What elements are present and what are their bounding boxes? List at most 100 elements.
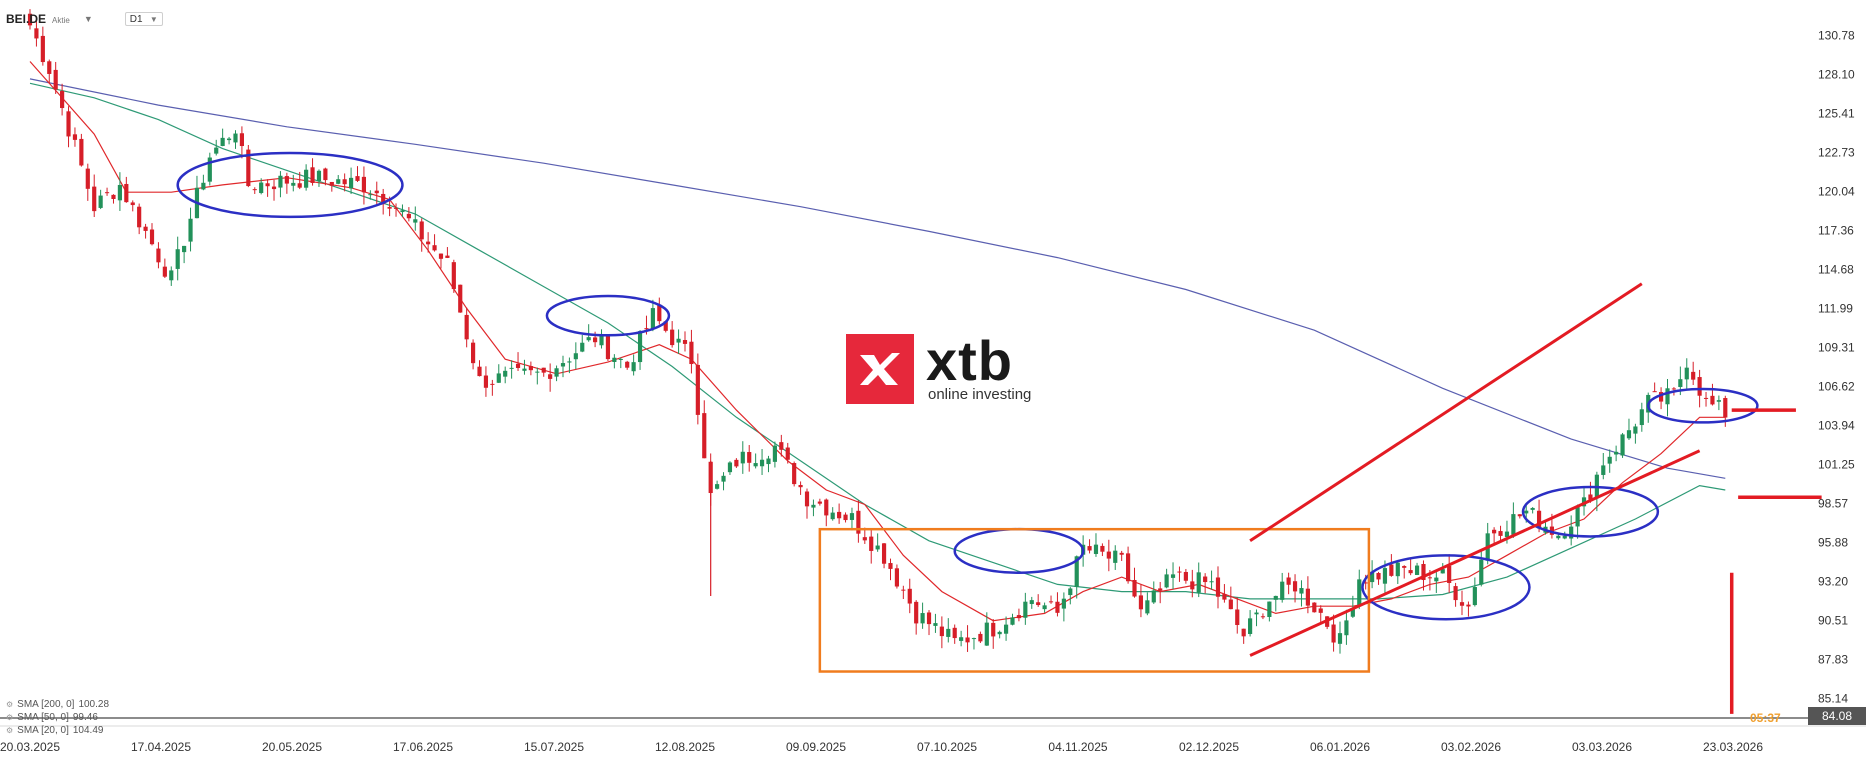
x-tick-label: 17.04.2025 xyxy=(131,740,191,754)
candle-body xyxy=(226,138,232,141)
candle-body xyxy=(1177,571,1182,573)
candle-body xyxy=(458,284,463,313)
candle-body xyxy=(1055,601,1060,613)
candle-body xyxy=(220,137,225,147)
candle-body xyxy=(1459,602,1465,606)
xtb-logo-mark xyxy=(846,334,914,404)
candle-body xyxy=(1093,544,1099,554)
candle-body xyxy=(580,342,585,352)
candle-body xyxy=(1318,608,1323,613)
indicator-label: SMA [50, 0] xyxy=(17,712,69,723)
candle-body xyxy=(586,337,591,341)
candle-body xyxy=(361,176,367,193)
candle-body xyxy=(843,514,848,521)
x-logo-icon xyxy=(860,353,900,385)
candle-body xyxy=(1113,550,1118,563)
candle-body xyxy=(1614,451,1619,455)
candle-body xyxy=(143,226,148,231)
symbol-label[interactable]: BEI.DE xyxy=(6,12,47,26)
y-tick-label: 103.94 xyxy=(1818,418,1855,432)
candle-body xyxy=(175,249,180,269)
candle-body xyxy=(952,627,957,639)
candle-body xyxy=(1158,588,1163,591)
candle-body xyxy=(316,170,322,182)
candle-body xyxy=(111,194,116,199)
candle-body xyxy=(676,338,681,343)
candle-body xyxy=(259,182,264,194)
indicator-settings-icon[interactable]: ⚙ xyxy=(6,713,14,722)
candle-body xyxy=(98,195,103,208)
candle-body xyxy=(1337,633,1343,644)
indicator-settings-icon[interactable]: ⚙ xyxy=(6,700,14,709)
candle-body xyxy=(798,484,803,488)
indicator-settings-icon[interactable]: ⚙ xyxy=(6,726,14,735)
candle-body xyxy=(297,183,302,188)
last-price-tag-bg xyxy=(1808,707,1866,725)
y-tick-label: 117.36 xyxy=(1818,224,1854,238)
annotations xyxy=(176,151,1822,714)
candle-body xyxy=(984,622,989,646)
x-tick-label: 09.09.2025 xyxy=(786,740,846,754)
candle-body xyxy=(182,245,187,253)
candle-body xyxy=(869,536,874,551)
candle-body xyxy=(965,637,970,643)
candle-body xyxy=(618,358,623,360)
annotation-circle xyxy=(1646,387,1759,424)
candle-body xyxy=(1215,577,1221,597)
candle-body xyxy=(721,475,726,482)
legend-item[interactable]: ⚙ SMA [200, 0] 100.28 xyxy=(6,698,109,711)
candle-body xyxy=(483,375,489,388)
candle-body xyxy=(1395,562,1400,577)
candle-body xyxy=(1703,397,1709,399)
candle-body xyxy=(1408,570,1413,574)
x-tick-label: 17.06.2025 xyxy=(393,740,453,754)
candle-body xyxy=(978,633,983,642)
price-axis[interactable]: 130.78 128.10 125.41 122.73 120.04 117.36 114.… xyxy=(1818,29,1855,706)
legend-item[interactable]: ⚙ SMA [50, 0] 99.46 xyxy=(6,711,109,724)
logo-name: xtb xyxy=(926,329,1013,392)
x-tick-label: 12.08.2025 xyxy=(655,740,715,754)
candle-body xyxy=(336,179,341,184)
date-axis[interactable]: 20.03.2025 17.04.2025 20.05.2025 17.06.2025… xyxy=(0,740,1763,754)
legend-item[interactable]: ⚙ SMA [20, 0] 104.49 xyxy=(6,724,109,737)
candle-body xyxy=(1633,426,1638,434)
candle-body xyxy=(1678,379,1683,387)
candle-body xyxy=(503,370,508,377)
candle-body xyxy=(567,361,572,363)
candle-body xyxy=(1183,571,1188,581)
candle-body xyxy=(368,194,373,196)
candle-body xyxy=(291,182,296,186)
candle-body xyxy=(792,463,797,485)
y-tick-label: 95.88 xyxy=(1818,536,1848,550)
candle-body xyxy=(946,628,951,637)
candle-body xyxy=(695,364,700,415)
candle-body xyxy=(374,190,379,194)
candle-body xyxy=(1248,618,1253,634)
candle-body xyxy=(759,459,765,467)
candle-body xyxy=(747,452,752,463)
y-tick-label: 122.73 xyxy=(1818,146,1855,160)
candle-body xyxy=(471,342,476,364)
candle-body xyxy=(1106,551,1111,559)
candle-body xyxy=(1370,571,1375,583)
candle-body xyxy=(1203,576,1208,583)
candle-body xyxy=(1228,599,1233,610)
candle-body xyxy=(169,270,174,281)
y-tick-label: 130.78 xyxy=(1818,29,1855,43)
candle-body xyxy=(907,588,912,604)
candle-body xyxy=(1164,574,1169,588)
candle-body xyxy=(1267,601,1272,618)
candle-body xyxy=(329,181,334,186)
candle-body xyxy=(387,207,392,209)
candle-body xyxy=(1042,605,1047,610)
candle-body xyxy=(862,537,867,541)
candle-body xyxy=(849,513,855,520)
timeframe-select[interactable]: D1 ▼ xyxy=(124,12,163,26)
candle-body xyxy=(920,613,925,624)
x-tick-label: 20.05.2025 xyxy=(262,740,322,754)
symbol-dropdown-icon[interactable]: ▼ xyxy=(83,14,93,24)
candle-body xyxy=(1036,602,1041,606)
candle-body xyxy=(419,221,424,240)
candle-body xyxy=(1421,563,1426,581)
